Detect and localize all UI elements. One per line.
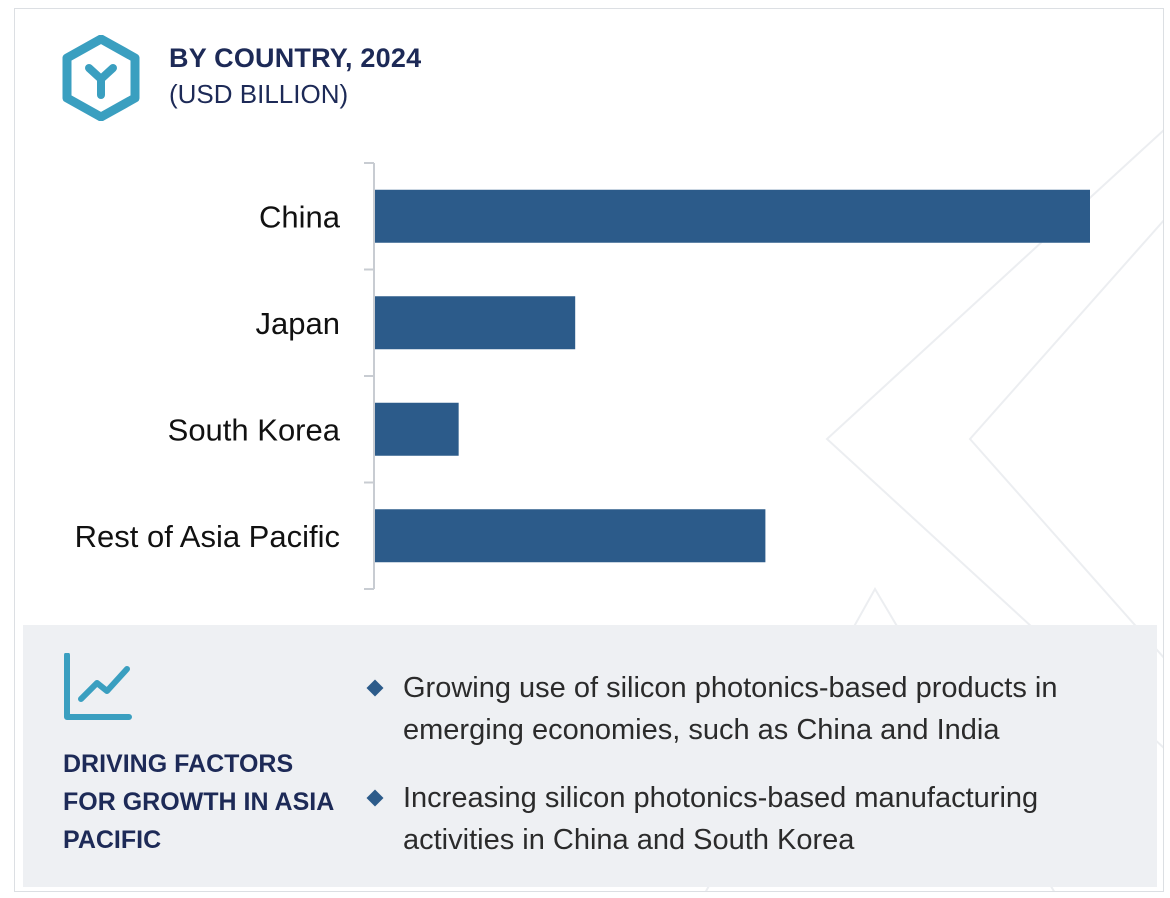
driving-factors-title: DRIVING FACTORS FOR GROWTH IN ASIA PACIF… — [63, 750, 334, 854]
diamond-bullet-icon — [366, 789, 384, 807]
category-label: Japan — [256, 306, 340, 341]
category-label: China — [259, 199, 341, 234]
category-label: Rest of Asia Pacific — [75, 519, 340, 554]
list-item: Growing use of silicon photonics-based p… — [365, 667, 1145, 751]
list-item-text: Growing use of silicon photonics-based p… — [403, 672, 1058, 746]
bar-rest-of-asia-pacific — [375, 509, 766, 563]
bar-south-korea — [375, 402, 459, 456]
category-label: South Korea — [168, 412, 341, 447]
hexagon-y-logo-icon — [62, 35, 140, 121]
driving-factors-list: Growing use of silicon photonics-based p… — [365, 667, 1145, 887]
bar-japan — [375, 296, 576, 350]
chart-title: BY COUNTRY, 2024 — [169, 43, 422, 73]
chart-subtitle: (USD BILLION) — [169, 79, 349, 109]
list-item-text: Increasing silicon photonics-based manuf… — [403, 782, 1039, 856]
driving-factors-panel: DRIVING FACTORS FOR GROWTH IN ASIA PACIF… — [23, 625, 1157, 887]
infographic-card: BY COUNTRY, 2024 (USD BILLION) China Japa… — [14, 8, 1164, 892]
trend-chart-icon — [64, 653, 132, 720]
bar-china — [375, 189, 1090, 243]
bar-chart: China Japan South Korea Rest of Asia Pacifi… — [75, 162, 1090, 590]
list-item: Increasing silicon photonics-based manuf… — [365, 777, 1145, 861]
diamond-bullet-icon — [366, 679, 384, 697]
